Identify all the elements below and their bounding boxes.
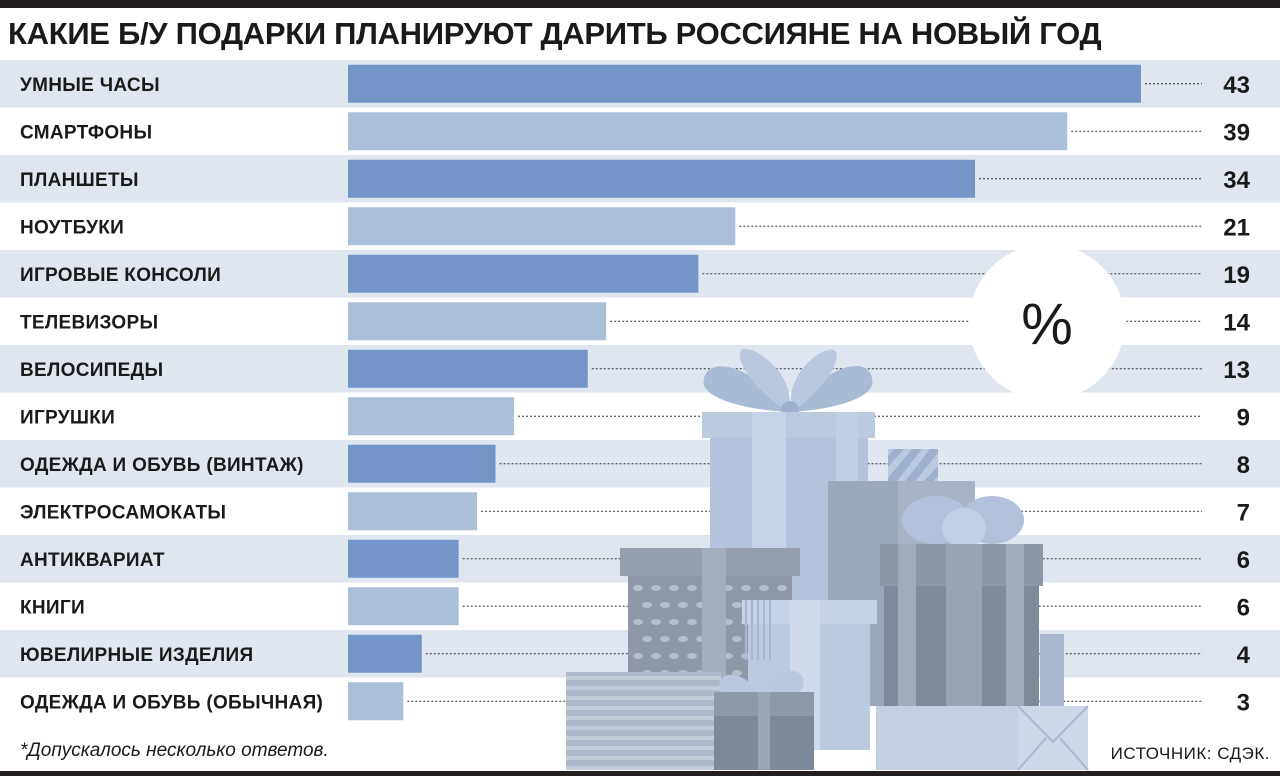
source-credit: ИСТОЧНИК: СДЭК. [1110,744,1270,763]
value-label: 21 [1223,214,1250,241]
category-label: НОУТБУКИ [20,217,124,238]
category-label: УМНЫЕ ЧАСЫ [20,75,160,96]
bar [348,159,976,198]
category-label: ОДЕЖДА И ОБУВЬ (ВИНТАЖ) [20,455,304,476]
percent-circle [969,244,1125,400]
value-label: 39 [1223,119,1250,146]
category-label: ЭЛЕКТРОСАМОКАТЫ [20,502,226,523]
gift-right-bow-icon [902,496,1024,548]
value-label: 6 [1237,547,1250,574]
category-label: СМАРТФОНЫ [20,122,152,143]
bottom-rule [0,771,1280,776]
bar [348,682,404,721]
value-label: 6 [1237,594,1250,621]
value-label: 34 [1223,167,1250,194]
footnote: *Допускалось несколько ответов. [20,740,329,761]
category-label: ЮВЕЛИРНЫЕ ИЗДЕЛИЯ [20,645,253,666]
category-label: ПЛАНШЕТЫ [20,170,139,191]
bar [348,112,1068,151]
value-label: 3 [1237,689,1250,716]
category-label: ОДЕЖДА И ОБУВЬ (ОБЫЧНАЯ) [20,692,323,713]
category-label: ИГРУШКИ [20,407,115,428]
bar [348,302,607,341]
gift-big-bow-icon [703,348,873,419]
gift-small-bow-icon [719,670,804,692]
bar [348,397,514,436]
category-label: ТЕЛЕВИЗОРЫ [20,312,158,333]
bar [348,587,459,626]
value-label: 14 [1223,309,1250,336]
percent-badge: % [969,244,1125,400]
value-label: 4 [1237,642,1251,669]
bar [348,492,478,531]
value-label: 19 [1223,262,1250,289]
value-label: 8 [1237,452,1250,479]
bar [348,64,1141,103]
gift-boxes-illustration [566,348,1089,771]
bar [348,539,459,578]
category-label: ВЕЛОСИПЕДЫ [20,360,163,381]
category-label: ИГРОВЫЕ КОНСОЛИ [20,265,221,286]
value-label: 7 [1237,499,1250,526]
category-label: КНИГИ [20,597,85,618]
bar [348,207,736,246]
value-label: 13 [1223,357,1250,384]
top-rule [0,0,1280,8]
percent-sign: % [1021,292,1073,357]
bar [348,444,496,483]
value-label: 9 [1237,404,1250,431]
value-label: 43 [1223,72,1250,99]
bar [348,634,422,673]
bar [348,254,699,293]
category-label: АНТИКВАРИАТ [20,550,165,571]
bar [348,349,588,388]
chart-title: КАКИЕ Б/У ПОДАРКИ ПЛАНИРУЮТ ДАРИТЬ РОССИ… [8,16,1102,51]
bars [348,64,1141,721]
category-labels: УМНЫЕ ЧАСЫ СМАРТФОНЫ ПЛАНШЕТЫ НОУТБУКИ ИГРОВ… [20,75,323,714]
